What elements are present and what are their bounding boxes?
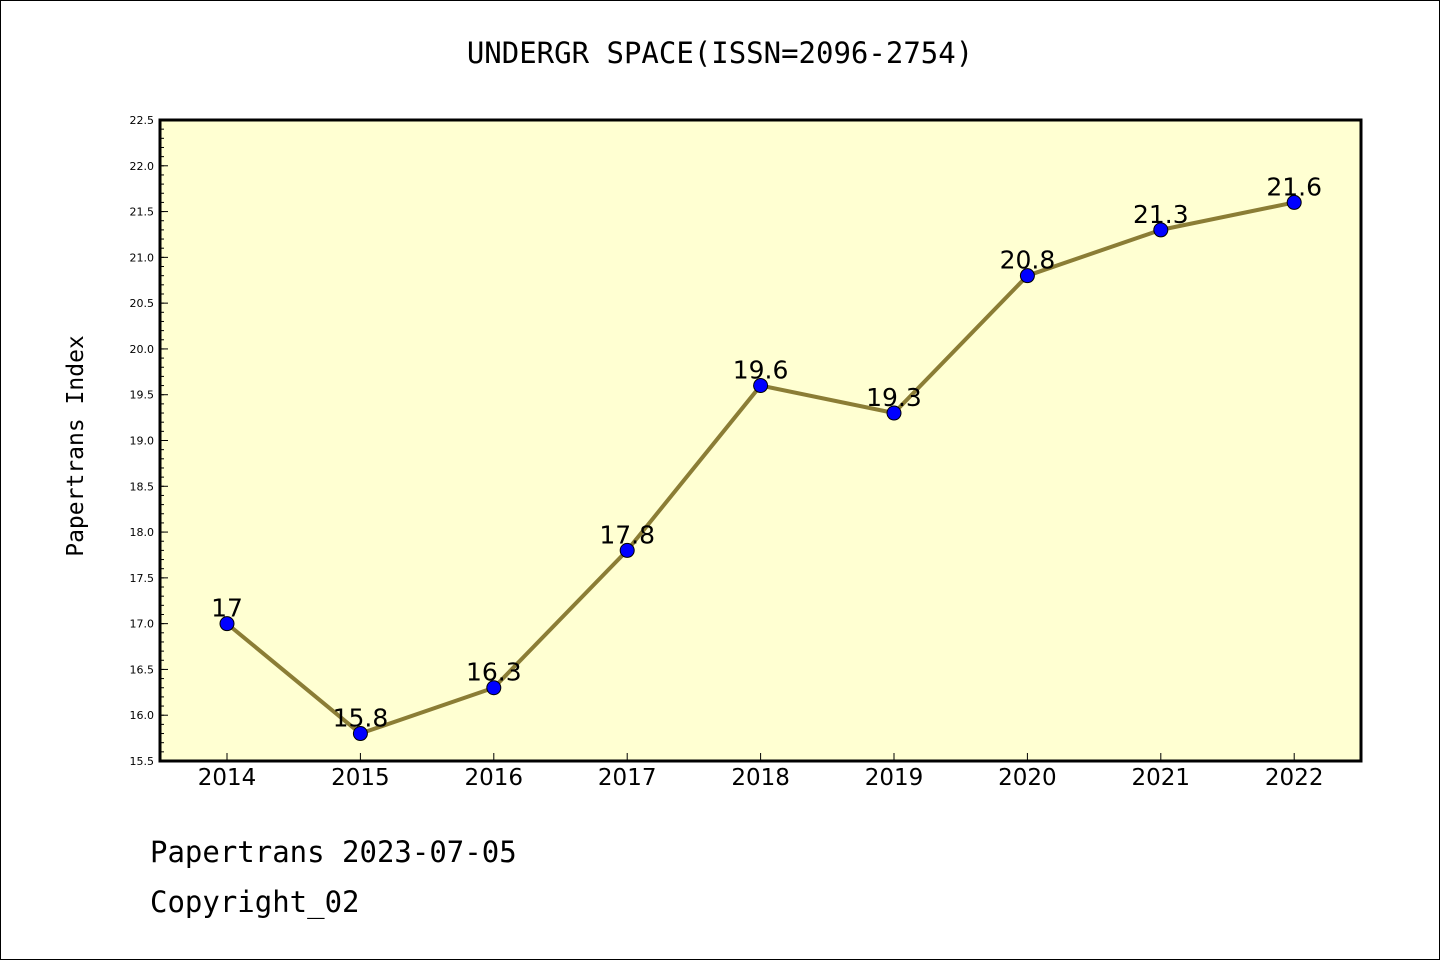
- footer-date: Papertrans 2023-07-05: [150, 835, 517, 869]
- data-point: [753, 378, 769, 394]
- y-tick-label: 20.5: [130, 297, 155, 310]
- data-point: [1286, 194, 1302, 210]
- y-tick-label: 21.0: [130, 251, 155, 264]
- x-tick-label: 2019: [865, 765, 924, 791]
- y-tick-label: 19.5: [130, 389, 155, 402]
- y-tick-label: 18.5: [130, 480, 155, 493]
- x-axis: 2014 2015 2016 2017 2018 2019 2020 2021 2022: [198, 753, 1324, 791]
- x-tick-label: 2022: [1265, 765, 1324, 791]
- y-tick-label: 17.0: [130, 618, 155, 631]
- data-label: 21.6: [1266, 172, 1322, 201]
- data-label: 20.8: [1000, 246, 1056, 275]
- y-tick-label: 15.5: [130, 755, 155, 768]
- y-tick-label: 16.0: [130, 709, 155, 722]
- data-label: 21.3: [1133, 200, 1189, 229]
- data-point: [619, 542, 635, 558]
- y-tick-label: 17.5: [130, 572, 155, 585]
- data-labels: 17 15.8 16.3 17.8 19.6 19.3 20.8 21.3 21.6: [211, 172, 1322, 732]
- data-label: 19.6: [733, 356, 789, 385]
- x-tick-label: 2018: [731, 765, 790, 791]
- data-point: [1019, 268, 1035, 284]
- data-point: [219, 616, 235, 632]
- y-tick-label: 19.0: [130, 435, 155, 448]
- data-label: 16.3: [466, 658, 522, 687]
- data-point: [1153, 222, 1169, 238]
- y-axis: 15.5 16.0 16.5 17.0 17.5 18.0 18.5 19.0 19.5 20.0…: [130, 114, 168, 768]
- data-label: 15.8: [333, 704, 389, 733]
- plot-border: [158, 118, 1363, 763]
- data-point: [886, 405, 902, 421]
- data-point: [486, 680, 502, 696]
- chart-title: UNDERGR SPACE(ISSN=2096-2754): [466, 36, 974, 70]
- data-points: [219, 194, 1302, 742]
- data-label: 17: [211, 594, 243, 623]
- x-tick-label: 2020: [998, 765, 1057, 791]
- y-tick-label: 16.5: [130, 663, 155, 676]
- data-label: 19.3: [866, 383, 922, 412]
- y-tick-label: 22.0: [130, 160, 155, 173]
- data-point: [352, 726, 368, 742]
- x-tick-label: 2021: [1132, 765, 1191, 791]
- data-label: 17.8: [599, 520, 655, 549]
- x-tick-label: 2016: [465, 765, 524, 791]
- x-tick-label: 2017: [598, 765, 657, 791]
- y-tick-label: 20.0: [130, 343, 155, 356]
- x-tick-label: 2014: [198, 765, 257, 791]
- y-tick-label: 22.5: [130, 114, 155, 127]
- y-tick-label: 21.5: [130, 206, 155, 219]
- x-tick-label: 2015: [331, 765, 390, 791]
- y-tick-label: 18.0: [130, 526, 155, 539]
- footer-copyright: Copyright_02: [150, 885, 360, 919]
